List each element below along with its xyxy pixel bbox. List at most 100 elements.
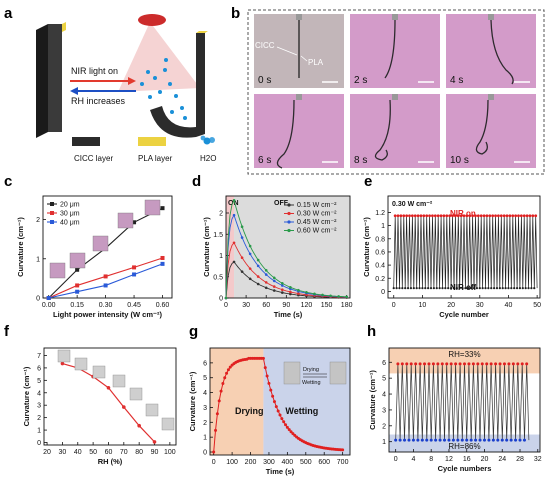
- h-high-marker: [400, 362, 404, 366]
- y-tick-label: 3: [203, 405, 207, 412]
- e-low-marker: [421, 287, 424, 290]
- d-series-line: [225, 198, 347, 299]
- b-clamp: [488, 14, 494, 20]
- x-tick-label: 100: [164, 449, 176, 456]
- g-data-point: [280, 417, 284, 421]
- e-high-marker: [413, 214, 417, 218]
- d-data-point: [281, 282, 284, 285]
- h-high-marker: [418, 362, 422, 366]
- d-data-point: [329, 294, 332, 298]
- d-legend-label: 0.45 W cm⁻²: [297, 219, 337, 226]
- b-film: [276, 99, 295, 169]
- x-tick-label: 400: [282, 459, 294, 466]
- d-data-point: [240, 270, 244, 273]
- d-data-point: [248, 267, 252, 270]
- c-inset-photo: [92, 235, 109, 252]
- g-data-point: [287, 428, 291, 432]
- g-data-point: [225, 371, 229, 375]
- f-inset-photo: [57, 349, 71, 363]
- x-tick-label: 28: [516, 456, 524, 463]
- f-inset-photo: [161, 417, 175, 431]
- x-tick-label: 0.60: [156, 302, 170, 309]
- e-low-marker: [461, 287, 464, 290]
- e-high-marker: [499, 214, 503, 218]
- x-tick-label: 150: [321, 302, 333, 309]
- h-low-marker: [509, 438, 513, 442]
- e-low-marker: [498, 287, 501, 290]
- e-low-marker: [501, 287, 504, 290]
- water-molecules: [140, 58, 187, 120]
- b-frame: 8 s: [350, 94, 440, 168]
- e-high-marker: [488, 214, 492, 218]
- x-tick-label: 500: [300, 459, 312, 466]
- plot-frame: [209, 347, 351, 456]
- e-high-marker: [508, 214, 512, 218]
- d-on-region: [226, 196, 235, 298]
- y-tick-label: 0: [36, 296, 40, 303]
- d-data-point: [337, 295, 340, 298]
- h-high-marker: [414, 362, 418, 366]
- h-low-marker: [478, 438, 482, 442]
- b-frame-bg: [446, 94, 536, 168]
- x-tick-label: 30: [59, 449, 67, 456]
- e-high-marker: [491, 214, 495, 218]
- e-low-marker: [484, 287, 487, 290]
- c-inset-photo: [117, 212, 134, 229]
- h-low-marker: [500, 438, 504, 442]
- g-data-point: [263, 366, 267, 370]
- legend-cicc-label: CICC layer: [74, 154, 113, 163]
- e-low-marker: [427, 287, 430, 290]
- x-tick-label: 20: [447, 302, 455, 309]
- e-high-marker: [419, 214, 423, 218]
- e-high-marker: [405, 214, 409, 218]
- b-frame: 10 s: [446, 94, 536, 168]
- f-data-point: [152, 440, 157, 444]
- y-tick-label: 3: [382, 407, 386, 414]
- e-low-marker: [401, 287, 404, 290]
- d-on-label: ON: [228, 200, 239, 207]
- x-tick-label: 80: [135, 449, 143, 456]
- y-tick-label: 1: [203, 435, 207, 442]
- y-tick-label: 4: [382, 392, 386, 399]
- f-inset-photo: [145, 403, 159, 417]
- x-tick-label: 70: [120, 449, 128, 456]
- f-data-point: [60, 361, 65, 366]
- y-tick-label: 0.6: [375, 249, 385, 256]
- d-data-point: [256, 275, 260, 278]
- d-data-point: [256, 264, 260, 268]
- e-high-marker: [428, 214, 431, 218]
- e-high-marker: [465, 214, 469, 218]
- x-tick-label: 30: [242, 302, 250, 309]
- x-tick-label: 0: [212, 459, 216, 466]
- pla-pointer: [300, 55, 308, 62]
- d-off-label: OFF: [274, 200, 289, 207]
- h-high-marker: [507, 362, 511, 366]
- y-tick-label: 2: [203, 420, 207, 427]
- panel-e: e 0 10 20 30 40 50 0 0.2 0.4 0.6 0.8 1 1.2 Cycle numb…: [362, 173, 541, 319]
- e-low-marker: [527, 287, 530, 290]
- panel-g-letter: g: [189, 323, 198, 340]
- h-high-marker: [476, 362, 480, 366]
- x-tick-label: 50: [89, 449, 97, 456]
- g-inset-photo-flat: [283, 361, 301, 385]
- d-data-point: [264, 269, 268, 272]
- h-low-marker: [398, 438, 402, 442]
- g-data-point: [215, 412, 219, 416]
- g-data-point: [265, 374, 269, 378]
- h-high-marker: [436, 362, 440, 366]
- h-low-marker: [429, 438, 433, 442]
- e-high-marker: [511, 214, 515, 218]
- c-data-point: [46, 296, 51, 300]
- e-high-marker: [534, 214, 538, 218]
- h-low-marker: [443, 438, 447, 442]
- flat-block-side: [36, 24, 48, 138]
- e-high-marker: [456, 214, 460, 218]
- e-low-marker: [415, 287, 418, 290]
- x-tick-label: 0: [394, 456, 398, 463]
- y-axis-label: Curvature (cm⁻¹): [188, 371, 197, 431]
- legend-h2o-icon: [203, 137, 211, 145]
- b-frame: 2 s: [350, 14, 440, 88]
- b-film: [374, 99, 391, 161]
- e-high-marker: [399, 214, 403, 218]
